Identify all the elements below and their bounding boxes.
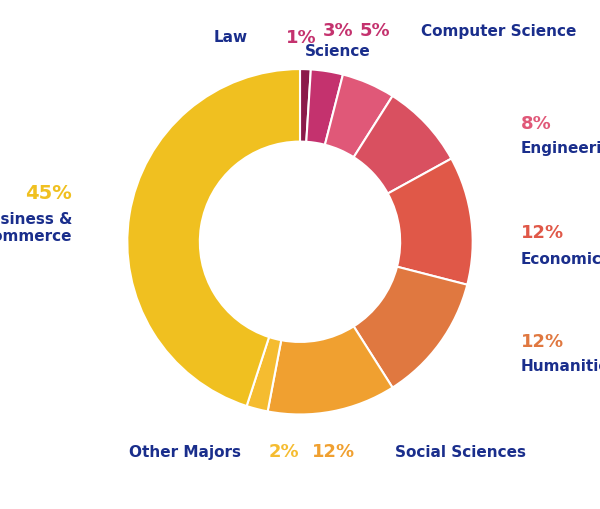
Text: Science: Science [305, 44, 371, 60]
Wedge shape [325, 74, 392, 157]
Wedge shape [247, 337, 281, 411]
Text: Law: Law [214, 31, 248, 45]
Text: 1%: 1% [286, 29, 317, 47]
Text: Business &
Commerce: Business & Commerce [0, 212, 72, 244]
Text: 12%: 12% [312, 443, 355, 462]
Text: Social Sciences: Social Sciences [395, 445, 526, 460]
Text: Other Majors: Other Majors [129, 445, 241, 460]
Text: 5%: 5% [359, 22, 390, 40]
Wedge shape [353, 267, 467, 387]
Text: 45%: 45% [25, 184, 72, 203]
Wedge shape [353, 96, 451, 193]
Text: 12%: 12% [521, 224, 564, 242]
Text: 2%: 2% [269, 443, 299, 462]
Text: 3%: 3% [323, 22, 353, 40]
Text: Humanities: Humanities [521, 359, 600, 374]
Wedge shape [127, 69, 300, 406]
Text: Computer Science: Computer Science [421, 23, 576, 39]
Wedge shape [388, 159, 473, 285]
Text: 8%: 8% [521, 116, 552, 133]
Wedge shape [268, 326, 392, 414]
Text: Engineering: Engineering [521, 141, 600, 156]
Text: Economics: Economics [521, 251, 600, 267]
Text: 12%: 12% [521, 333, 564, 351]
Wedge shape [306, 69, 343, 145]
Wedge shape [300, 69, 311, 142]
